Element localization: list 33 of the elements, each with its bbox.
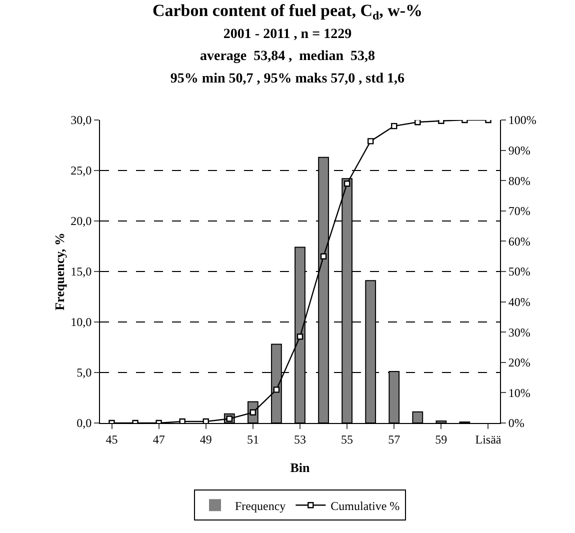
y2-tick-label: 10% [508,386,530,400]
y-tick-label: 10,0 [70,315,92,330]
x-tick-label: 57 [388,432,400,446]
y-tick-label: 0,0 [76,416,92,430]
chart-subtitle: 2001 - 2011 , n = 1229 average 53,84 , median 53,8 95% min 50,7 , 95% maks 57,0 , std 1,6 [170,27,405,86]
y-tick-label: 15,0 [70,264,92,279]
x-tick-label: 51 [246,432,259,446]
x-tick-label: Lisää [475,432,502,446]
y2-tick-label: 80% [508,174,530,188]
y2-tick-label: 50% [508,264,530,279]
x-tick-label: 53 [294,432,306,446]
x-axis-title: Bin [290,460,311,475]
x-tick-label: 59 [435,432,448,446]
chart-title: Carbon content of fuel peat, C$_{d}$, w-% [152,0,423,23]
y-axis-title: Frequency, % [52,232,67,310]
y2-tick-label: 20% [508,356,530,370]
y2-tick-label: 70% [508,204,530,218]
y2-tick-label: 60% [508,234,530,248]
x-tick-label: 55 [341,432,354,446]
legend-label: Frequency [235,498,286,513]
y-tick-label: 5,0 [76,366,92,380]
x-tick-label: 47 [152,432,165,446]
y2-tick-label: 90% [508,144,530,158]
x-tick-label: 45 [106,432,118,446]
y-tick-label: 25,0 [70,164,92,178]
y2-tick-label: 100% [508,113,536,128]
y2-tick-label: 40% [508,295,530,309]
y2-tick-label: 30% [508,325,530,340]
y-tick-label: 30,0 [70,113,92,128]
x-tick-label: 49 [200,432,212,446]
legend-label: Cumulative % [330,498,400,513]
y-tick-label: 20,0 [70,214,92,228]
y2-tick-label: 0% [508,416,524,430]
